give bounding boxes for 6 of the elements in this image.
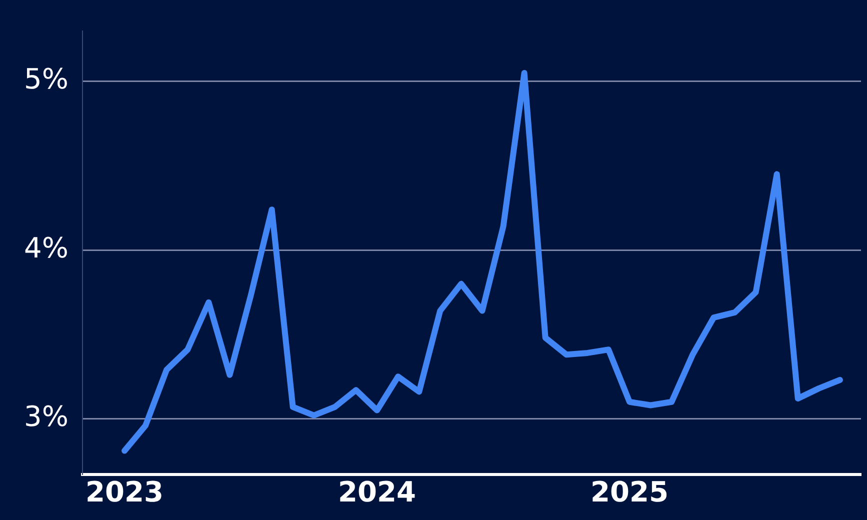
y-tick-label: 5%: [24, 62, 68, 96]
x-tick-label: 2024: [338, 475, 416, 508]
y-tick-label: 4%: [24, 231, 68, 264]
y-tick-label: 3%: [24, 400, 68, 434]
x-tick-label: 2023: [86, 475, 164, 508]
x-tick-label: 2025: [590, 475, 668, 508]
